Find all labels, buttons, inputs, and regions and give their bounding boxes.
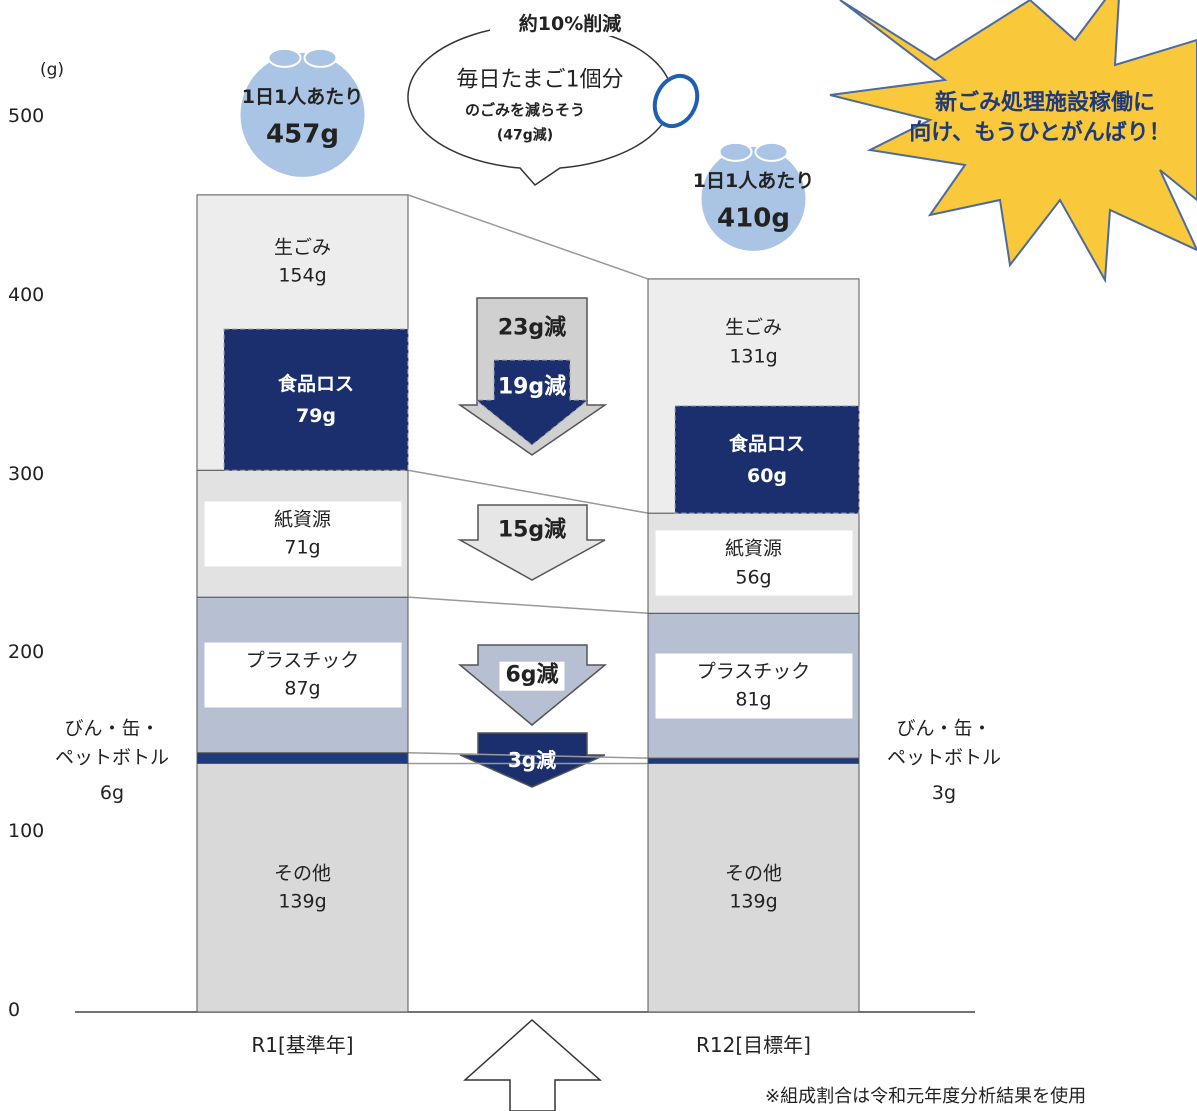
- x-tick-label: R12[目標年]: [696, 1033, 811, 1057]
- segment-name: 紙資源: [273, 508, 331, 531]
- segment-value: 139g: [278, 890, 327, 913]
- segment-value: 60g: [746, 464, 788, 487]
- reduction-label: 19g減: [497, 374, 567, 400]
- callout-title: 約10%削減: [518, 12, 622, 35]
- bubble-knot: [267, 47, 302, 68]
- segment-value: 139g: [729, 890, 778, 913]
- segment-label: その他 139g: [725, 859, 782, 916]
- callout-title-bg: [490, 10, 650, 36]
- up-arrow: [463, 1018, 602, 1111]
- bar-segment: [647, 757, 860, 764]
- segment-value: 6g: [99, 782, 125, 805]
- segment-value: 154g: [278, 264, 327, 287]
- bar-segment: [674, 405, 860, 514]
- segment-value: 56g: [735, 566, 772, 589]
- x-tick-label: R1[基準年]: [251, 1033, 354, 1057]
- bar-segment: [196, 762, 409, 1013]
- bar-segment: [196, 752, 409, 764]
- segment-name: びん・缶・ ペットボトル: [54, 717, 170, 769]
- reduction-label: 15g減: [497, 517, 567, 543]
- segment-label: プラスチック 87g: [204, 642, 401, 708]
- segment-name: 食品ロス: [277, 372, 355, 395]
- bar-segment: [223, 328, 409, 471]
- segment-label: その他 139g: [274, 859, 331, 916]
- reduction-arrow: [457, 504, 606, 581]
- segment-name: びん・缶・ ペットボトル: [886, 717, 1002, 769]
- segment-value: 71g: [284, 536, 321, 559]
- total-bubble: [701, 146, 806, 251]
- segment-value: 81g: [735, 688, 772, 711]
- bubble-knot: [754, 141, 789, 162]
- y-tick-label: 500: [8, 105, 45, 127]
- segment-value: 3g: [931, 782, 957, 805]
- callout-line: (47g減): [496, 127, 554, 144]
- y-tick-label: 0: [8, 999, 21, 1021]
- bar-segment: [647, 762, 860, 1013]
- bubble-knot: [303, 47, 338, 68]
- segment-label: 生ごみ 131g: [725, 314, 782, 371]
- segment-name: 食品ロス: [728, 432, 806, 455]
- reduction-label: 3g減: [507, 748, 557, 772]
- connector: [407, 596, 649, 615]
- y-tick-label: 100: [8, 820, 45, 843]
- total-caption: 1日1人あたり: [241, 85, 364, 108]
- reduction-label: 23g減: [497, 315, 567, 341]
- segment-value: 79g: [295, 404, 337, 427]
- callout-line: 毎日たまご1個分: [456, 67, 624, 93]
- total-bubble: [240, 52, 365, 177]
- reduction-label: 6g減: [499, 661, 565, 691]
- y-unit: (g): [40, 60, 65, 80]
- note: ※組成割合は令和元年度分析結果を使用: [765, 1086, 1087, 1107]
- segment-label: 紙資源 71g: [204, 501, 401, 567]
- segment-value: 131g: [729, 345, 778, 368]
- y-tick-label: 300: [8, 462, 45, 485]
- reduction-arrow: [459, 732, 606, 788]
- y-tick-label: 400: [8, 283, 45, 306]
- starburst: [829, 0, 1197, 284]
- segment-value: 87g: [284, 677, 321, 700]
- banner-line: 新ごみ処理施設稼働に: [934, 90, 1156, 116]
- segment-name: プラスチック: [245, 649, 360, 672]
- total-caption: 1日1人あたり: [692, 169, 815, 192]
- segment-name: 生ごみ: [273, 236, 332, 259]
- egg-icon: [652, 73, 700, 129]
- segment-label: 生ごみ 154g: [274, 233, 331, 290]
- connector: [407, 751, 649, 759]
- segment-name: その他: [273, 862, 332, 885]
- segment-name: 生ごみ: [724, 316, 783, 339]
- callout-line: のごみを減らそう: [464, 100, 586, 119]
- total-value: 457g: [266, 119, 339, 150]
- reduction-arrow: [474, 359, 590, 446]
- connector: [407, 194, 649, 280]
- segment-name: その他: [724, 862, 783, 885]
- banner-line: 向け、もうひとがんばり！: [909, 120, 1171, 146]
- segment-label: 紙資源 56g: [655, 530, 852, 596]
- connector: [407, 469, 649, 514]
- segment-label: プラスチック 81g: [655, 653, 852, 719]
- y-tick-label: 200: [8, 641, 45, 664]
- segment-name: 紙資源: [724, 537, 782, 560]
- total-value: 410g: [717, 203, 790, 234]
- bubble-knot: [718, 141, 753, 162]
- segment-name: プラスチック: [696, 660, 811, 683]
